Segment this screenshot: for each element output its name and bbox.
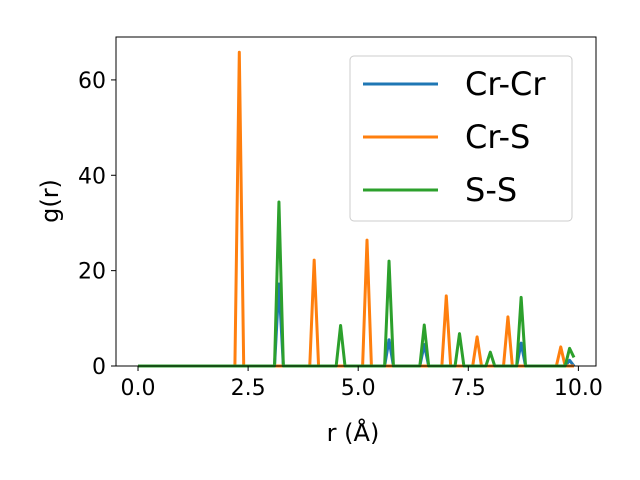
legend-label-cr-s: Cr-S [465,118,530,156]
plot-frame [115,36,597,367]
y-tick-label: 60 [78,69,106,94]
y-tick-label: 0 [92,355,106,380]
legend-label-s-s: S-S [465,171,517,209]
legend-box [349,55,573,222]
y-tick-label: 20 [78,260,106,285]
y-axis-ticks: 0 20 40 60 [78,69,116,380]
y-axis-label: g(r) [36,179,64,223]
x-axis-ticks: 0.0 2.5 5.0 7.5 10.0 [121,366,603,401]
y-tick-label: 40 [78,164,106,189]
series-line-s-s [138,200,576,368]
x-tick-label: 2.5 [231,376,266,401]
legend-items: Cr-Cr Cr-S S-S [363,65,546,209]
legend-label-cr-cr: Cr-Cr [465,65,546,103]
x-tick-label: 5.0 [341,376,376,401]
x-axis-label: r (Å) [327,418,380,447]
x-tick-label: 0.0 [121,376,156,401]
x-tick-label: 7.5 [451,376,486,401]
legend: Cr-Cr Cr-S S-S [349,55,573,222]
x-tick-label: 10.0 [554,376,603,401]
